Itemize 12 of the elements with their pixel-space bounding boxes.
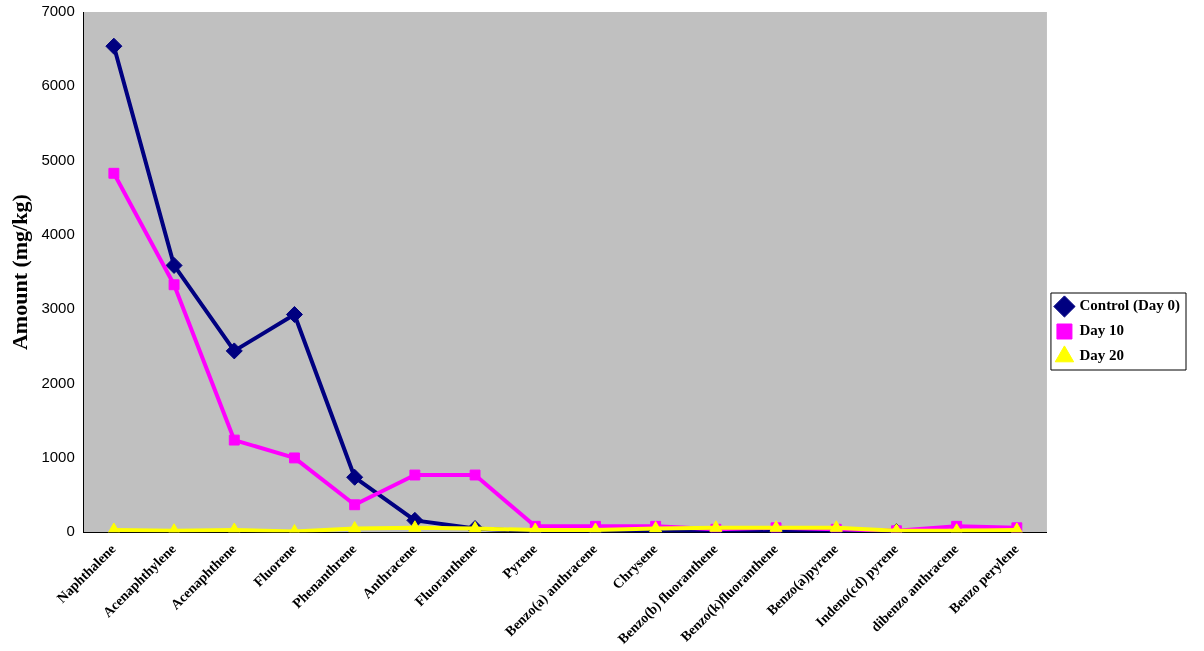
- y-tick-label: 5000: [41, 150, 75, 168]
- y-tick-label: 4000: [41, 225, 75, 243]
- y-tick-label: 6000: [41, 76, 75, 94]
- y-axis-title: Amount (mg/kg): [6, 194, 32, 351]
- y-tick-label: 2000: [41, 373, 75, 391]
- legend-label: Day 20: [1079, 347, 1125, 364]
- y-tick-label: 1000: [41, 448, 75, 466]
- y-tick-label: 3000: [41, 299, 75, 317]
- legend-label: Day 10: [1079, 322, 1125, 339]
- legend-label: Control (Day 0): [1079, 297, 1180, 315]
- y-tick-label: 7000: [41, 2, 75, 20]
- y-tick-label: 0: [66, 522, 75, 540]
